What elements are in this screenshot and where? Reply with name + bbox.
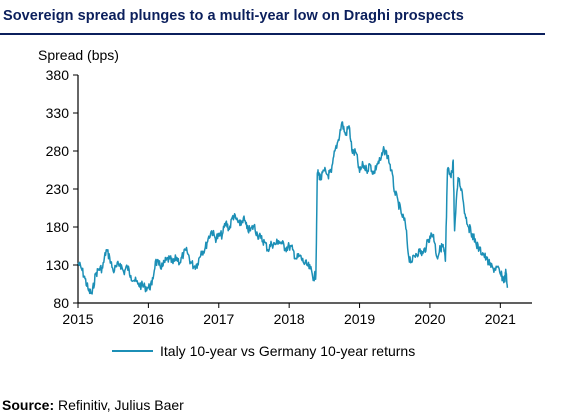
y-axis-ticks: 80 130 180 230 280 330 380 bbox=[46, 67, 78, 311]
x-tick-label: 2016 bbox=[133, 311, 164, 327]
x-tick-label: 2015 bbox=[62, 311, 93, 327]
series-line bbox=[77, 121, 509, 295]
y-tick-label: 80 bbox=[53, 295, 69, 311]
legend: Italy 10-year vs Germany 10-year returns bbox=[112, 343, 415, 359]
y-tick-label: 330 bbox=[46, 105, 70, 121]
title-divider bbox=[0, 33, 545, 35]
y-axis-label: Spread (bps) bbox=[38, 47, 119, 63]
y-tick-label: 130 bbox=[46, 257, 70, 273]
chart-title: Sovereign spread plunges to a multi-year… bbox=[3, 8, 464, 24]
x-tick-label: 2020 bbox=[414, 311, 445, 327]
x-axis-ticks: 2015 2016 2017 2018 2019 2020 2021 bbox=[62, 303, 516, 327]
legend-label: Italy 10-year vs Germany 10-year returns bbox=[160, 343, 415, 359]
y-tick-label: 380 bbox=[46, 67, 70, 83]
x-tick-label: 2019 bbox=[344, 311, 375, 327]
source-label: Source: bbox=[2, 397, 55, 413]
x-tick-label: 2017 bbox=[203, 311, 234, 327]
x-tick-label: 2018 bbox=[274, 311, 305, 327]
source-note: Source: Refinitiv, Julius Baer bbox=[2, 397, 184, 413]
y-tick-label: 230 bbox=[46, 181, 70, 197]
series-group bbox=[77, 121, 509, 295]
source-text: Refinitiv, Julius Baer bbox=[54, 397, 184, 413]
x-tick-label: 2021 bbox=[485, 311, 516, 327]
y-tick-label: 180 bbox=[46, 219, 70, 235]
y-tick-label: 280 bbox=[46, 143, 70, 159]
